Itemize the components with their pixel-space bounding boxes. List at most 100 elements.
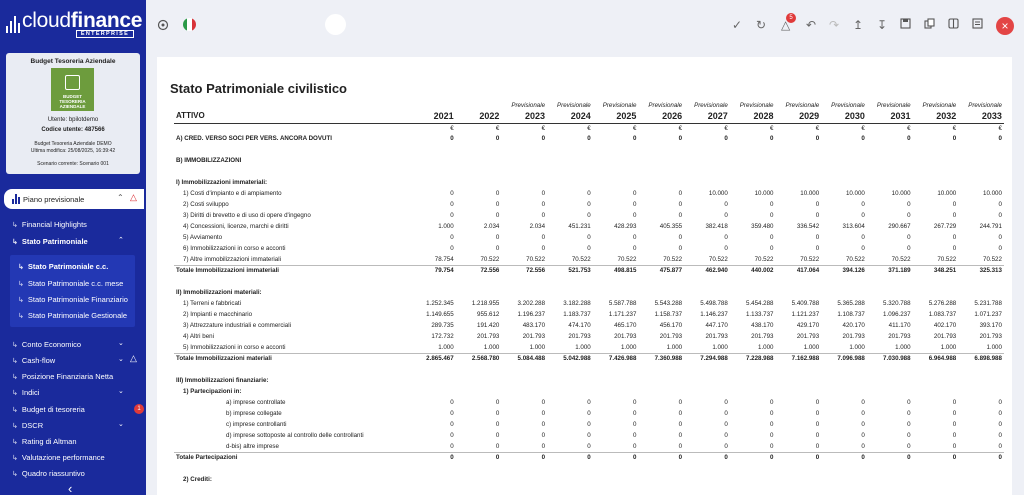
value-cell <box>776 474 822 485</box>
arrow-icon: ↳ <box>12 358 18 365</box>
app-logo[interactable]: cloudfinance ENTERPRISE <box>6 9 142 39</box>
value-cell: 70.522 <box>983 255 1002 263</box>
nav-altman[interactable]: ↳ Rating di Altman <box>12 437 77 446</box>
nav-budget-tesoreria[interactable]: ↳ Budget di tesoreria <box>12 405 85 414</box>
value-cell: 0 <box>678 442 683 450</box>
chevron-down-icon[interactable]: ⌄ <box>118 388 124 395</box>
row-label <box>174 364 410 375</box>
value-cell <box>410 364 456 375</box>
user-line: Utente: bpilotdemo <box>47 117 99 123</box>
value-cell <box>821 276 867 287</box>
value-cell: 0 <box>724 399 728 406</box>
value-cell: 420.170 <box>842 322 865 329</box>
value-cell: 0 <box>770 442 774 450</box>
value-cell: 1.000 <box>529 343 546 351</box>
chevron-down-icon[interactable]: ⌄ <box>118 356 124 363</box>
arrow-icon: ↳ <box>12 342 18 349</box>
value-cell: 0 <box>501 451 548 463</box>
brand-name: cloudfinance <box>22 9 143 32</box>
value-cell <box>638 155 684 166</box>
copy-icon[interactable] <box>924 18 935 29</box>
check-icon[interactable]: ✓ <box>732 18 743 32</box>
value-cell <box>456 474 502 485</box>
year-header: 2031 <box>890 110 911 121</box>
nav-sp-cc-mese[interactable]: ↳ Stato Patrimoniale c.c. mese <box>18 279 123 288</box>
nav-sp-finanziario[interactable]: ↳ Stato Patrimoniale Finanziario <box>18 295 128 304</box>
value-cell: 0 <box>450 201 454 208</box>
nav-sp-gestionale[interactable]: ↳ Stato Patrimoniale Gestionale <box>18 311 127 320</box>
value-cell: 1.000 <box>438 343 454 351</box>
italy-flag-icon[interactable] <box>183 18 196 31</box>
value-cell: 359.480 <box>751 223 774 230</box>
value-cell <box>913 177 959 188</box>
chevron-up-icon[interactable]: ⌃ <box>117 193 124 202</box>
value-cell: 0 <box>450 399 454 406</box>
nav-stato-patrimoniale[interactable]: ↳ Stato Patrimoniale <box>12 237 88 246</box>
warning-icon: △ <box>130 192 137 202</box>
value-cell: 0 <box>912 451 959 463</box>
value-cell: 1.158.737 <box>654 311 683 318</box>
value-cell <box>867 364 913 375</box>
nav-indici[interactable]: ↳ Indici <box>12 388 39 397</box>
download-icon[interactable]: ↧ <box>877 18 888 32</box>
value-cell <box>776 375 822 386</box>
nav-financial-highlights[interactable]: ↳ Financial Highlights <box>12 220 87 229</box>
year-header: 2033 <box>981 110 1002 121</box>
value-cell: 411.170 <box>888 322 911 329</box>
value-cell <box>913 276 959 287</box>
value-cell <box>684 166 730 177</box>
chevron-down-icon[interactable]: ⌄ <box>118 340 124 347</box>
value-cell: 0 <box>724 421 728 428</box>
nav-sp-cc[interactable]: ↳ Stato Patrimoniale c.c. <box>18 262 108 271</box>
value-cell: 10.000 <box>891 190 911 197</box>
value-cell: 0 <box>632 399 637 406</box>
value-cell <box>410 386 456 397</box>
nav-conto-economico[interactable]: ↳ Conto Economico <box>12 340 81 349</box>
upload-icon[interactable]: ↥ <box>853 18 864 32</box>
value-cell: 0 <box>678 399 683 406</box>
nav-pfn[interactable]: ↳ Posizione Finanziaria Netta <box>12 372 113 381</box>
value-cell <box>730 177 776 188</box>
chevron-down-icon[interactable]: ⌄ <box>118 421 124 428</box>
value-cell: 0 <box>678 212 683 219</box>
save-icon[interactable] <box>900 18 911 29</box>
nav-valutazione[interactable]: ↳ Valutazione performance <box>12 453 105 462</box>
split-view-icon[interactable] <box>948 18 959 29</box>
value-cell: 0 <box>724 410 728 417</box>
value-cell: 70.522 <box>708 255 728 263</box>
row-label <box>174 276 410 287</box>
nav-piano-previsionale[interactable]: Piano previsionale ⌃ △ <box>4 189 144 209</box>
value-cell: 0 <box>907 432 911 439</box>
company-logo: BUDGET TESORERIA AZIENDALE <box>51 68 94 111</box>
collapse-sidebar-icon[interactable]: ‹ <box>68 481 73 495</box>
settings-icon[interactable] <box>157 19 169 31</box>
nav-dscr[interactable]: ↳ DSCR <box>12 421 43 430</box>
value-cell <box>638 474 684 485</box>
currency-cell: € <box>410 122 456 133</box>
value-cell <box>547 177 593 188</box>
value-cell: 70.522 <box>526 255 546 263</box>
language-selector[interactable] <box>325 14 346 35</box>
nav-label: Budget di tesoreria <box>21 405 85 414</box>
refresh-icon[interactable]: ↻ <box>756 18 767 32</box>
nav-cash-flow[interactable]: ↳ Cash-flow <box>12 356 55 365</box>
chevron-up-icon[interactable]: ⌃ <box>118 237 124 244</box>
value-cell <box>684 463 730 474</box>
value-cell: 325.313 <box>958 264 1004 276</box>
row-label <box>174 463 410 474</box>
alert-icon[interactable]: △ <box>781 18 791 32</box>
total-row: Totale Immobilizzazioni immateriali 79.75… <box>174 264 1004 276</box>
value-cell: 336.542 <box>796 223 820 230</box>
value-cell: 0 <box>450 442 454 450</box>
report-icon[interactable] <box>972 18 983 29</box>
forecast-label: Previsionale <box>602 102 637 109</box>
value-cell: 0 <box>998 410 1002 417</box>
value-cell: 348.251 <box>912 264 959 276</box>
table-row: 5) Avviamento 0 0 0 0 0 0 0 0 0 0 0 0 0 <box>174 232 1004 243</box>
table-row: b) imprese collegate 0 0 0 0 0 0 0 0 0 0 0 0 0 <box>174 408 1004 419</box>
nav-quadro[interactable]: ↳ Quadro riassuntivo <box>12 469 85 478</box>
close-icon[interactable]: × <box>996 17 1014 35</box>
undo-icon[interactable]: ↶ <box>806 18 817 32</box>
row-label: 3) Diritti di brevetto e di uso di opere… <box>183 212 311 219</box>
value-cell: 1.096.237 <box>883 311 911 318</box>
